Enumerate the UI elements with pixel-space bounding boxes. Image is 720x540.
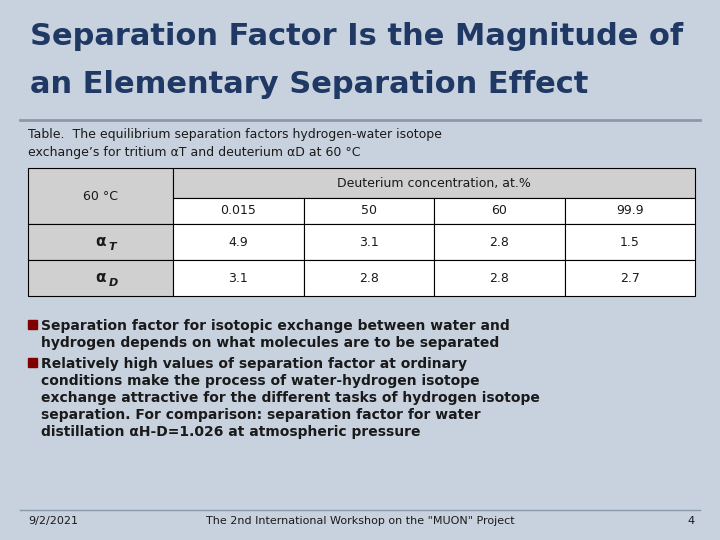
Text: T: T <box>109 242 116 252</box>
Text: 3.1: 3.1 <box>359 235 379 248</box>
Text: 1.5: 1.5 <box>620 235 639 248</box>
Text: Separation Factor Is the Magnitude of: Separation Factor Is the Magnitude of <box>30 22 683 51</box>
Text: 2.8: 2.8 <box>359 272 379 285</box>
Text: conditions make the process of water-hydrogen isotope: conditions make the process of water-hyd… <box>41 374 480 388</box>
Text: Relatively high values of separation factor at ordinary: Relatively high values of separation fac… <box>41 357 467 371</box>
Text: 50: 50 <box>361 205 377 218</box>
Bar <box>434 224 564 260</box>
Text: The 2nd International Workshop on the "MUON" Project: The 2nd International Workshop on the "M… <box>206 516 514 526</box>
Bar <box>28 224 173 260</box>
Text: 60 °C: 60 °C <box>83 190 118 202</box>
Bar <box>434 198 564 224</box>
Bar <box>28 168 173 224</box>
Text: 9/2/2021: 9/2/2021 <box>28 516 78 526</box>
Bar <box>304 198 434 224</box>
Text: 4.9: 4.9 <box>228 235 248 248</box>
Text: Table.  The equilibrium separation factors hydrogen-water isotope: Table. The equilibrium separation factor… <box>28 128 442 141</box>
Text: Separation factor for isotopic exchange between water and: Separation factor for isotopic exchange … <box>41 319 510 333</box>
Text: 99.9: 99.9 <box>616 205 644 218</box>
Text: 2.8: 2.8 <box>490 235 509 248</box>
Text: 2.8: 2.8 <box>490 272 509 285</box>
Bar <box>564 224 695 260</box>
Bar <box>304 260 434 296</box>
Text: distillation αH-D=1.026 at atmospheric pressure: distillation αH-D=1.026 at atmospheric p… <box>41 425 420 439</box>
Text: 60: 60 <box>491 205 507 218</box>
Bar <box>28 260 173 296</box>
Text: exchange’s for tritium αT and deuterium αD at 60 °C: exchange’s for tritium αT and deuterium … <box>28 146 361 159</box>
Bar <box>173 260 304 296</box>
Text: D: D <box>109 278 118 288</box>
Bar <box>173 224 304 260</box>
Text: 3.1: 3.1 <box>228 272 248 285</box>
Text: Deuterium concentration, at.%: Deuterium concentration, at.% <box>337 177 531 190</box>
Text: α: α <box>95 234 106 249</box>
Text: hydrogen depends on what molecules are to be separated: hydrogen depends on what molecules are t… <box>41 336 499 350</box>
Bar <box>304 224 434 260</box>
Text: an Elementary Separation Effect: an Elementary Separation Effect <box>30 70 588 99</box>
Bar <box>28 320 37 329</box>
Bar <box>173 168 695 198</box>
Bar <box>434 260 564 296</box>
Bar <box>564 198 695 224</box>
Bar <box>564 260 695 296</box>
Text: 2.7: 2.7 <box>620 272 639 285</box>
Text: 0.015: 0.015 <box>220 205 256 218</box>
Text: 4: 4 <box>688 516 695 526</box>
Text: exchange attractive for the different tasks of hydrogen isotope: exchange attractive for the different ta… <box>41 391 540 405</box>
Text: separation. For comparison: separation factor for water: separation. For comparison: separation f… <box>41 408 481 422</box>
Bar <box>28 358 37 367</box>
Text: α: α <box>95 271 106 286</box>
Bar <box>173 198 304 224</box>
